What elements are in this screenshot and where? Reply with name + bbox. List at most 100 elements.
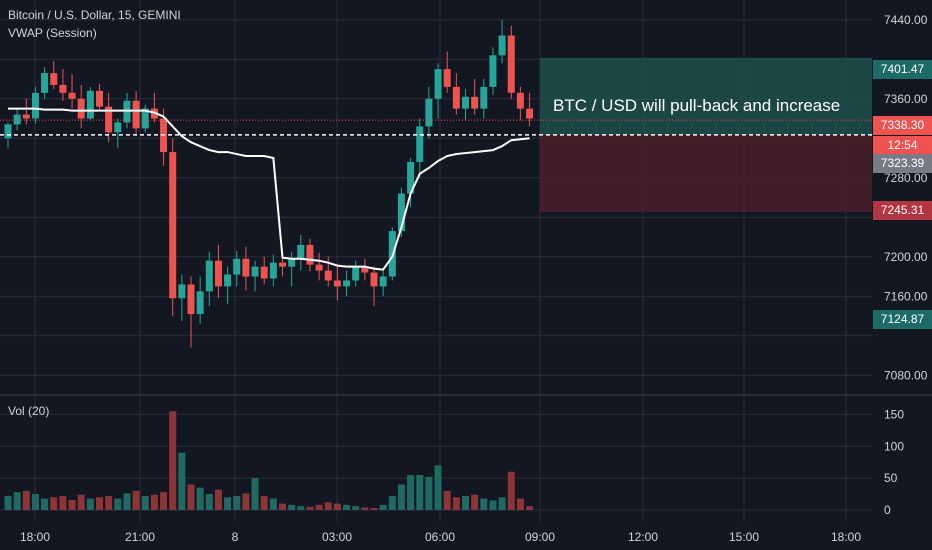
- volume-bar: [59, 495, 67, 510]
- volume-bar: [205, 494, 213, 510]
- position-zones: [540, 57, 872, 213]
- countdown-tag: 12:54: [873, 136, 932, 155]
- volume-bar: [68, 499, 76, 510]
- volume-bar: [452, 497, 460, 510]
- candle-body: [462, 96, 469, 109]
- candlesticks: [4, 19, 534, 348]
- volume-bar: [498, 497, 506, 510]
- volume-bar: [160, 492, 168, 510]
- volume-bar: [13, 492, 21, 510]
- candle-body: [4, 124, 12, 139]
- candle-body: [141, 108, 149, 129]
- loss-zone: [540, 134, 872, 213]
- volume-bar: [324, 502, 332, 510]
- candle-body: [352, 266, 360, 281]
- volume-bar: [315, 504, 323, 510]
- volume-bar: [471, 494, 479, 510]
- candle-body: [333, 280, 341, 287]
- candle-body: [96, 90, 103, 107]
- axes: 7440.00 7360.00 7280.00 7200.00 7160.00 7080.…: [20, 13, 928, 544]
- volume-bar: [260, 495, 268, 510]
- volume-bar: [416, 474, 424, 510]
- candle-body: [169, 152, 177, 299]
- volume-bar: [480, 498, 488, 510]
- candle-body: [22, 114, 30, 119]
- time-axis-label: 06:00: [425, 530, 455, 544]
- volume-bar: [132, 490, 140, 510]
- candle-body: [132, 100, 140, 129]
- candle-body: [251, 266, 259, 277]
- candle-body: [471, 96, 479, 109]
- volume-bar: [269, 498, 277, 510]
- candle-body: [288, 258, 296, 267]
- volume-bar: [114, 498, 122, 510]
- candle-body: [379, 276, 387, 287]
- candle-body: [187, 284, 195, 315]
- volume-bar: [77, 494, 85, 510]
- price-axis-label: 7440.00: [884, 13, 928, 27]
- last-price-tag: 7338.30: [873, 116, 932, 135]
- candle-body: [343, 280, 351, 287]
- profit-zone: [540, 57, 872, 135]
- candle-body: [361, 266, 369, 273]
- volume-bar: [306, 506, 314, 510]
- candle-body: [50, 73, 58, 85]
- volume-bar: [214, 489, 222, 510]
- candle-body: [516, 92, 524, 109]
- candle-body: [489, 55, 497, 87]
- candle-body: [214, 260, 222, 287]
- volume-bar: [370, 508, 378, 510]
- volume-bar: [407, 474, 415, 510]
- candle-body: [224, 274, 232, 287]
- time-axis-label: 09:00: [525, 530, 555, 544]
- volume-bar: [141, 495, 149, 510]
- time-axis-label: 8: [232, 530, 239, 544]
- volume-bar: [425, 476, 433, 510]
- volume-axis-label: 150: [884, 407, 904, 421]
- candle-body: [425, 98, 433, 127]
- candle-body: [507, 35, 515, 93]
- volume-bar: [516, 498, 524, 510]
- volume-bar: [31, 494, 39, 510]
- candle-body: [13, 114, 21, 125]
- candle-body: [407, 161, 415, 194]
- candle-body: [68, 92, 76, 99]
- candle-body: [242, 258, 250, 277]
- price-lines: [0, 119, 872, 136]
- candle-body: [59, 84, 67, 93]
- volume-bar: [489, 500, 497, 510]
- vwap-legend[interactable]: VWAP (Session): [8, 26, 97, 40]
- volume-legend[interactable]: Vol (20): [8, 404, 50, 418]
- low-price-tag: 7124.87: [873, 310, 932, 329]
- volume-bar: [22, 490, 30, 510]
- volume-bar: [86, 498, 94, 510]
- candle-body: [105, 106, 113, 133]
- volume-bar: [333, 503, 341, 510]
- volume-bar: [279, 503, 286, 510]
- volume-bar: [150, 494, 158, 510]
- volume-bar: [169, 411, 177, 510]
- price-axis-label: 7200.00: [884, 250, 928, 264]
- volume-bar: [397, 484, 405, 510]
- volume-bar: [4, 495, 12, 510]
- volume-bar: [196, 487, 204, 510]
- candle-body: [196, 291, 204, 315]
- price-axis-label: 7080.00: [884, 368, 928, 382]
- target-price-tag: 7401.47: [873, 60, 932, 79]
- volume-bar: [41, 498, 49, 510]
- chart-annotation[interactable]: BTC / USD will pull-back and increase: [553, 96, 841, 115]
- candle-body: [306, 244, 314, 265]
- vwap-series: [8, 107, 530, 271]
- candle-body: [397, 193, 405, 232]
- symbol-legend[interactable]: Bitcoin / U.S. Dollar, 15, GEMINI: [8, 8, 181, 22]
- time-axis-label: 15:00: [729, 530, 759, 544]
- candle-body: [370, 272, 378, 287]
- candle-body: [434, 69, 442, 99]
- candle-body: [205, 260, 213, 292]
- volume-bar: [462, 495, 469, 510]
- volume-bar: [105, 495, 113, 510]
- volume-bar: [224, 497, 232, 510]
- volume-bar: [288, 504, 296, 510]
- volume-bar: [443, 490, 451, 510]
